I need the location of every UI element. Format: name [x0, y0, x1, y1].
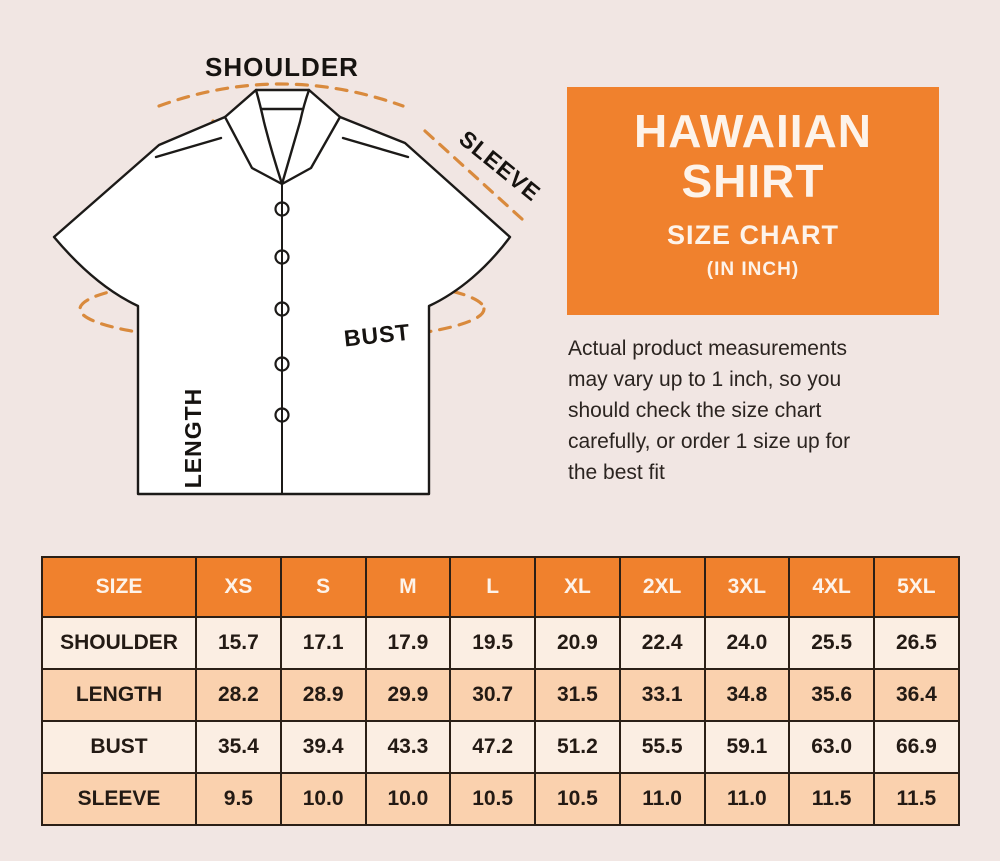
svg-text:SLEEVE: SLEEVE [454, 125, 546, 206]
svg-text:LENGTH: LENGTH [180, 388, 206, 489]
svg-text:SHOULDER: SHOULDER [205, 52, 359, 82]
